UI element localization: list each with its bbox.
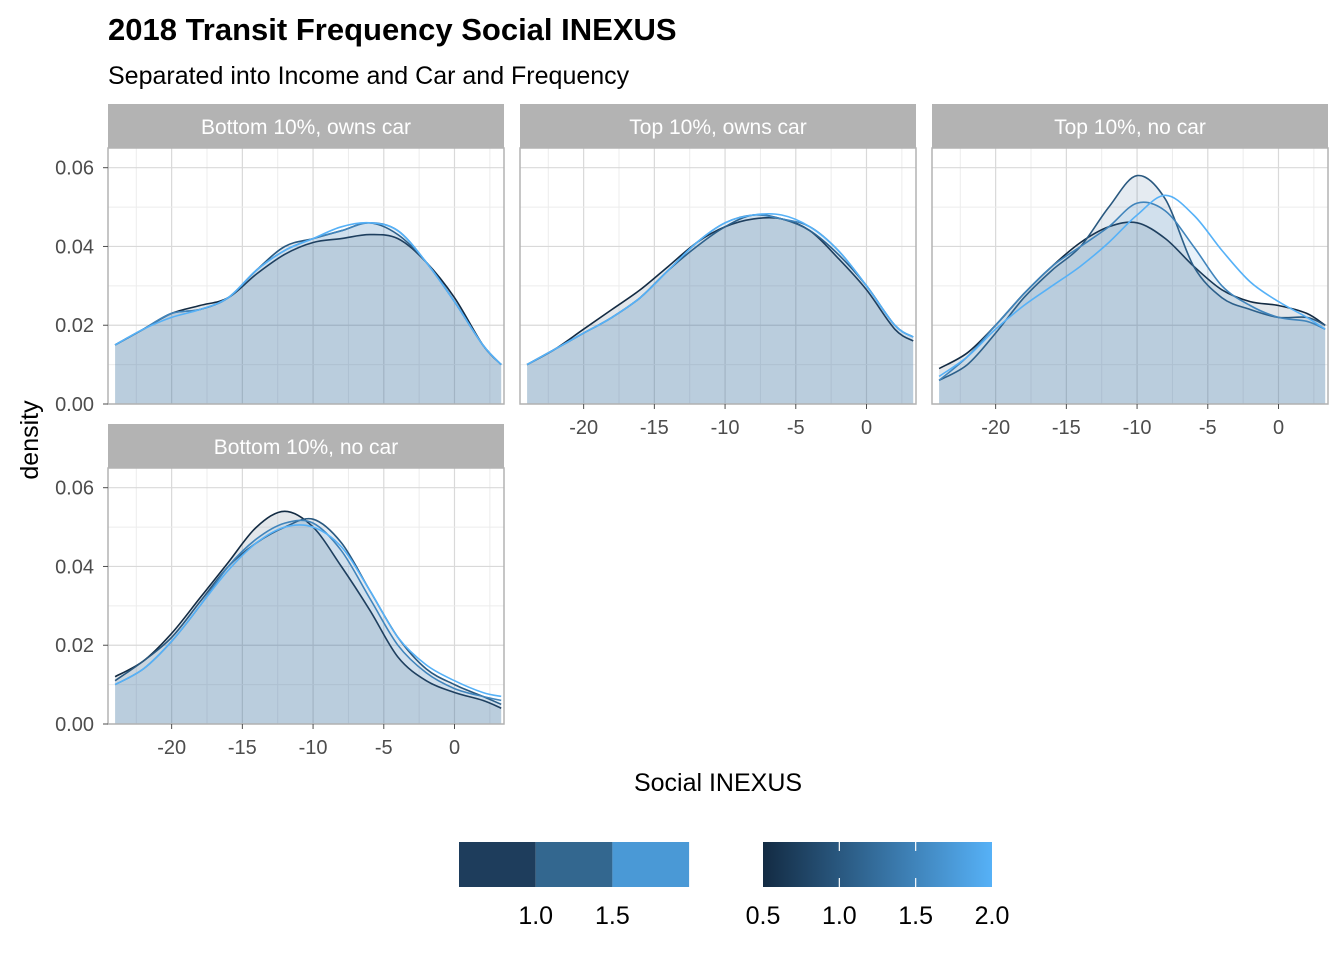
density-area: [115, 511, 502, 724]
density-area: [115, 234, 502, 404]
y-axis-title: density: [16, 400, 44, 480]
facet-strip: [108, 104, 504, 148]
y-tick-label: 0.02: [55, 635, 94, 657]
facet-strip-label: Top 10%, no car: [1054, 116, 1206, 139]
x-tick-label: 0: [449, 737, 460, 759]
density-area: [115, 222, 502, 404]
panel-background: [520, 148, 916, 404]
x-tick-label: 0: [861, 417, 872, 439]
density-area: [115, 520, 502, 724]
facet-strip-label: Bottom 10%, no car: [214, 436, 398, 459]
density-area: [939, 175, 1326, 404]
y-tick-label: 0.06: [55, 158, 94, 180]
panel-background: [932, 148, 1328, 404]
panel-border: [519, 147, 917, 405]
facet-panel: Bottom 10%, no car 0.00 0.02 0.04 0.06 -20 -15…: [55, 424, 505, 759]
y-tick-label: 0.04: [55, 236, 94, 258]
legend-fill-label: 1.0: [518, 902, 553, 930]
x-tick-label: -20: [981, 417, 1010, 439]
legend-fill-key: [612, 842, 690, 887]
facet-strip: [520, 104, 916, 148]
density-line: [114, 233, 502, 366]
x-tick-label: -15: [640, 417, 669, 439]
facet-strip: [108, 424, 504, 468]
x-tick-label: -5: [1199, 417, 1217, 439]
facet-panel: Bottom 10%, owns car 0.00 0.02 0.04 0.06: [55, 104, 505, 416]
facet-panel: Top 10%, owns car -20 -15 -10 -5 0: [519, 104, 917, 439]
density-line: [938, 194, 1326, 378]
x-tick-label: -20: [157, 737, 186, 759]
chart-subtitle: Separated into Income and Car and Freque…: [108, 62, 630, 90]
density-line: [526, 212, 914, 366]
panel-border: [107, 147, 505, 405]
legend-colourbar: [763, 842, 992, 887]
x-tick-label: -5: [787, 417, 805, 439]
gridlines: [520, 148, 916, 405]
chart-title: 2018 Transit Frequency Social INEXUS: [108, 12, 677, 47]
density-line: [938, 201, 1326, 382]
density-area: [115, 222, 502, 404]
y-tick-label: 0.00: [55, 394, 94, 416]
y-tick-label: 0.04: [55, 556, 94, 578]
panel-border: [931, 147, 1329, 405]
x-tick-label: -15: [228, 737, 257, 759]
x-tick-label: -20: [569, 417, 598, 439]
legend-colour: 0.5 1.0 1.5 2.0: [746, 842, 1010, 930]
density-area: [527, 214, 914, 404]
facet-strip-label: Top 10%, owns car: [629, 116, 806, 139]
y-tick-label: 0.06: [55, 478, 94, 500]
panel-border: [107, 467, 505, 725]
legend-colour-label: 1.0: [822, 902, 857, 930]
legends: 1.0 1.5 0.5 1.0 1.5 2.0: [459, 842, 1009, 930]
density-area: [527, 214, 914, 404]
x-tick-label: -10: [711, 417, 740, 439]
y-tick-label: 0.00: [55, 714, 94, 736]
facet-panel: Top 10%, no car -20 -15 -10 -5 0: [931, 104, 1329, 439]
legend-colour-label: 2.0: [975, 902, 1010, 930]
density-area: [115, 518, 502, 724]
legend-colour-label: 0.5: [746, 902, 781, 930]
legend-colour-label: 1.5: [898, 902, 933, 930]
x-tick-label: -10: [1123, 417, 1152, 439]
legend-fill-label: 1.5: [595, 902, 630, 930]
density-line: [114, 221, 502, 366]
x-tick-label: -5: [375, 737, 393, 759]
density-area: [527, 217, 914, 404]
legend-fill-key: [459, 842, 536, 887]
y-tick-label: 0.02: [55, 315, 94, 337]
density-area: [939, 202, 1326, 404]
facet-strip: [932, 104, 1328, 148]
density-line: [114, 517, 502, 706]
density-line: [114, 524, 502, 698]
facet-strip-label: Bottom 10%, owns car: [201, 116, 411, 139]
facet-panels: Bottom 10%, owns car 0.00 0.02 0.04 0.06 Top …: [55, 104, 1329, 759]
x-tick-label: -15: [1052, 417, 1081, 439]
legend-fill-key: [535, 842, 613, 887]
x-tick-label: 0: [1273, 417, 1284, 439]
x-axis-title: Social INEXUS: [634, 769, 802, 797]
density-area: [939, 222, 1326, 404]
x-tick-label: -10: [299, 737, 328, 759]
legend-fill: 1.0 1.5: [459, 842, 690, 930]
